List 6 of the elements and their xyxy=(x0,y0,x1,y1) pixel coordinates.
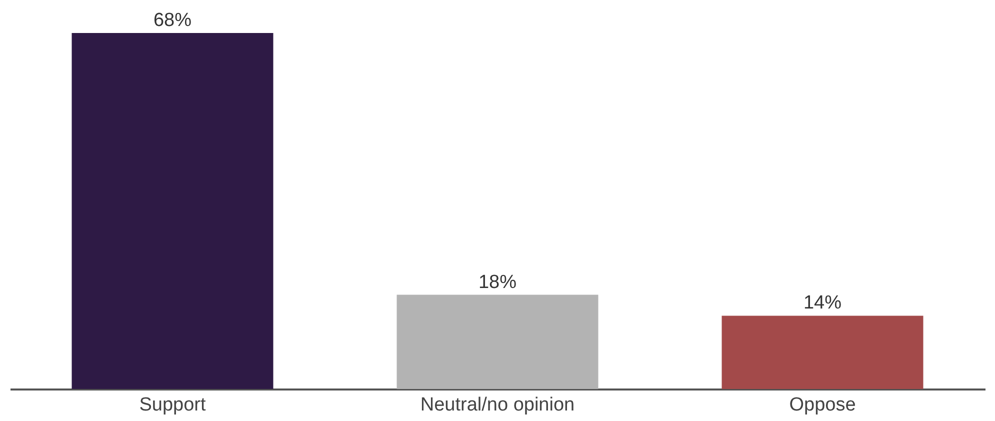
x-tick-label: Neutral/no opinion xyxy=(420,394,575,416)
x-tick-label: Oppose xyxy=(789,394,856,416)
data-label: 14% xyxy=(803,292,842,314)
x-tick-label: Support xyxy=(139,394,206,416)
data-label: 68% xyxy=(153,10,192,31)
data-label: 18% xyxy=(478,272,517,293)
